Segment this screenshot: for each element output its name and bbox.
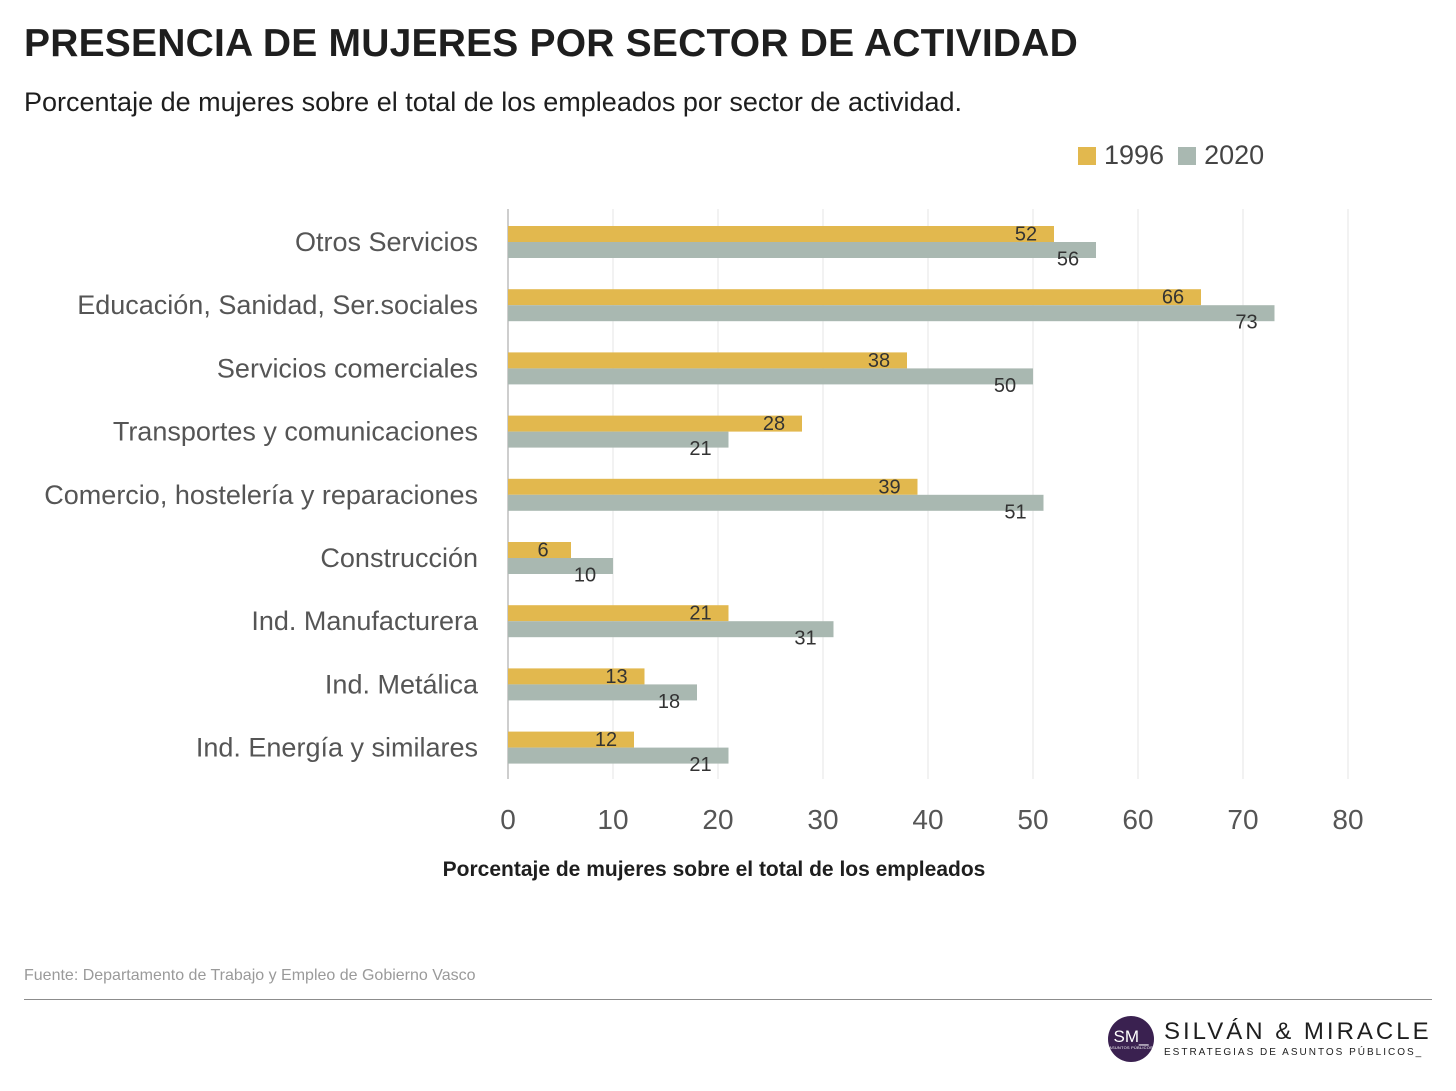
x-tick-label-20: 20 (702, 804, 733, 835)
source-note: Fuente: Departamento de Trabajo y Empleo… (24, 967, 476, 984)
bar-1996 (508, 415, 802, 432)
bar-2020 (508, 747, 729, 764)
category-label: Transportes y comunicaciones (113, 417, 478, 447)
chart-title: PRESENCIA DE MUJERES POR SECTOR DE ACTIV… (24, 22, 1079, 65)
value-label-1996: 66 (1162, 287, 1184, 309)
value-label-2020: 73 (1235, 312, 1257, 334)
bar-1996 (508, 605, 729, 622)
value-label-1996: 38 (868, 350, 890, 372)
category-label: Ind. Metálica (325, 669, 479, 699)
brand-logo-subtext: ASUNTOS PÚBLICOS (1109, 1045, 1153, 1050)
x-tick-label-60: 60 (1122, 804, 1153, 835)
brand-name: SILVÁN & MIRACLE (1164, 1018, 1432, 1045)
legend-swatch-1996 (1078, 146, 1096, 165)
bar-1996 (508, 478, 918, 495)
brand-logo: SM_ ASUNTOS PÚBLICOS (1108, 1016, 1154, 1062)
x-tick-label-50: 50 (1017, 804, 1048, 835)
category-label: Servicios comerciales (217, 353, 478, 383)
category-label: Ind. Manufacturera (251, 606, 479, 636)
x-tick-label-70: 70 (1227, 804, 1258, 835)
bar-2020 (508, 684, 697, 701)
value-label-2020: 21 (689, 438, 711, 460)
category-label: Comercio, hostelería y reparaciones (44, 480, 478, 510)
chart-subtitle: Porcentaje de mujeres sobre el total de … (24, 87, 963, 117)
bar-2020 (508, 368, 1033, 385)
value-label-2020: 51 (1004, 501, 1026, 523)
value-label-2020: 10 (574, 565, 596, 587)
category-label: Otros Servicios (295, 227, 478, 257)
bar-1996 (508, 289, 1201, 306)
bar-1996 (508, 731, 634, 748)
brand-tagline: ESTRATEGIAS DE ASUNTOS PÚBLICOS_ (1164, 1047, 1424, 1058)
bar-2020 (508, 494, 1044, 511)
category-label: Construcción (320, 543, 478, 573)
bar-2020 (508, 621, 834, 638)
brand-text: SILVÁN & MIRACLE ESTRATEGIAS DE ASUNTOS … (1164, 1018, 1432, 1060)
legend-label-1996: 1996 (1104, 140, 1165, 170)
value-label-1996: 28 (763, 413, 785, 435)
bar-1996 (508, 542, 571, 558)
value-label-2020: 56 (1057, 249, 1079, 271)
legend-item-1996: 1996 (1078, 140, 1164, 171)
bar-2020 (508, 242, 1096, 258)
bar-2020 (508, 431, 729, 448)
x-tick-label-30: 30 (807, 804, 838, 835)
value-label-1996: 12 (595, 729, 617, 751)
value-label-2020: 18 (658, 691, 680, 713)
value-label-2020: 21 (689, 754, 711, 776)
value-label-1996: 21 (689, 603, 711, 625)
value-label-1996: 13 (605, 666, 627, 688)
footer-divider (24, 999, 1432, 1000)
brand-logo-mark: SM_ (1113, 1027, 1149, 1046)
legend-item-2020: 2020 (1178, 140, 1264, 171)
x-axis-label: Porcentaje de mujeres sobre el total de … (442, 858, 986, 881)
legend: 1996 2020 (1078, 140, 1264, 171)
value-label-2020: 50 (994, 375, 1016, 397)
legend-swatch-2020 (1178, 146, 1197, 165)
bar-chart: 0 10 20 30 40 50 60 70 80 Otros Servicios 52 56 Educ… (44, 209, 1364, 835)
bar-2020 (508, 305, 1275, 322)
brand-block: SM_ ASUNTOS PÚBLICOS SILVÁN & MIRACLE ES… (1108, 1016, 1432, 1062)
category-label: Ind. Energía y similares (196, 733, 478, 763)
value-label-1996: 39 (878, 476, 900, 498)
legend-label-2020: 2020 (1204, 140, 1265, 170)
x-tick-label-80: 80 (1332, 804, 1363, 835)
bar-1996 (508, 352, 907, 369)
value-label-1996: 52 (1015, 224, 1037, 246)
bar-1996 (508, 668, 645, 685)
bar-1996 (508, 226, 1054, 242)
bar-2020 (508, 558, 613, 574)
value-label-2020: 31 (794, 628, 816, 650)
x-tick-label-40: 40 (912, 804, 943, 835)
x-tick-label-0: 0 (500, 804, 516, 835)
value-label-1996: 6 (537, 540, 548, 562)
x-tick-label-10: 10 (597, 804, 628, 835)
category-label: Educación, Sanidad, Ser.sociales (77, 290, 478, 320)
